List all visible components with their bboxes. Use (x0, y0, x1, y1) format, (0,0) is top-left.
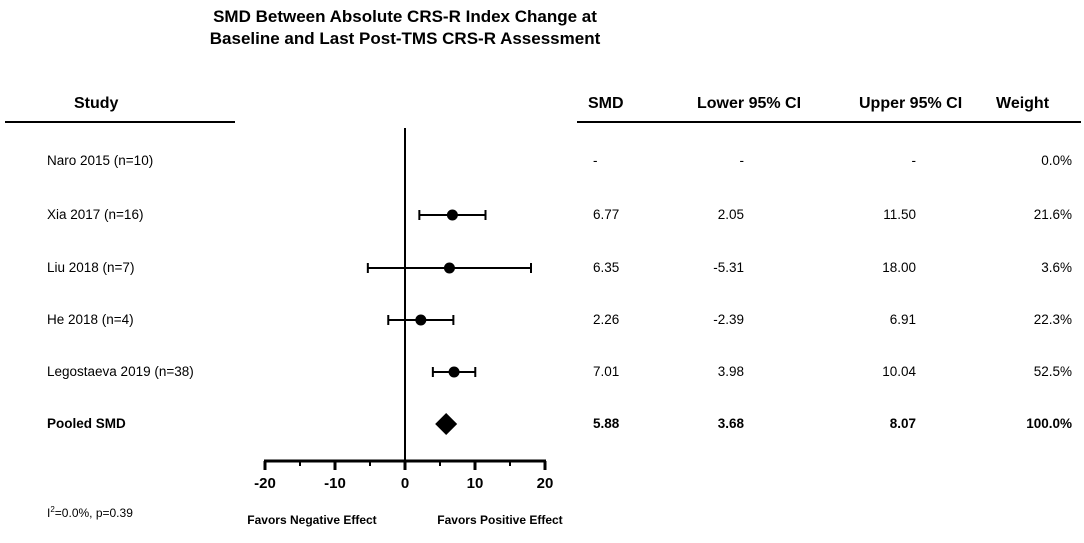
chart-title: SMD Between Absolute CRS-R Index Change … (150, 6, 660, 50)
point-estimate-1 (446, 209, 458, 221)
study-row-4-lower: 3.98 (717, 364, 744, 379)
x-tick-label-1: -10 (324, 475, 346, 492)
study-row-0-lower: - (739, 153, 745, 168)
study-row-0-smd: - (593, 153, 598, 168)
study-row-3-label: He 2018 (n=4) (47, 312, 134, 327)
study-row-2-weight: 3.6% (1041, 260, 1072, 275)
study-row-1-lower: 2.05 (717, 207, 744, 222)
study-row-2-upper: 18.00 (882, 260, 916, 275)
pooled-row-weight: 100.0% (1026, 416, 1072, 431)
study-row-0-weight: 0.0% (1041, 153, 1072, 168)
title-line-1: SMD Between Absolute CRS-R Index Change … (213, 7, 597, 26)
header-study: Study (74, 95, 119, 112)
het-superscript: 2 (50, 505, 55, 514)
study-row-0-label: Naro 2015 (n=10) (47, 153, 154, 168)
favors-positive-label: Favors Positive Effect (437, 513, 563, 527)
study-row-1-weight: 21.6% (1033, 207, 1072, 222)
study-row-4-weight: 52.5% (1033, 364, 1072, 379)
het-rest: =0.0%, p=0.39 (54, 506, 133, 520)
header-lower-ci: Lower 95% CI (697, 95, 802, 112)
study-row-2-label: Liu 2018 (n=7) (47, 260, 135, 275)
pooled-row-upper: 8.07 (889, 416, 916, 431)
study-row-4-upper: 10.04 (882, 364, 916, 379)
pooled-row-label: Pooled SMD (47, 416, 126, 431)
header-rule-left (5, 121, 235, 123)
study-row-3-upper: 6.91 (889, 312, 916, 327)
study-row-1-label: Xia 2017 (n=16) (47, 207, 144, 222)
favors-negative-label: Favors Negative Effect (247, 513, 377, 527)
point-estimate-2 (443, 262, 455, 274)
x-tick-label-2: 0 (401, 475, 409, 492)
title-line-2: Baseline and Last Post-TMS CRS-R Assessm… (209, 29, 601, 48)
header-weight: Weight (996, 95, 1050, 112)
header-rule-right (577, 121, 1081, 123)
study-row-1-smd: 6.77 (593, 207, 620, 222)
heterogeneity-stat: I2=0.0%, p=0.39 (47, 505, 133, 520)
header-smd: SMD (588, 95, 624, 112)
study-row-2-smd: 6.35 (593, 260, 620, 275)
point-estimate-4 (448, 366, 460, 378)
study-row-3-weight: 22.3% (1033, 312, 1072, 327)
header-upper-ci: Upper 95% CI (859, 95, 963, 112)
het-prefix: I (47, 506, 51, 520)
study-row-4-smd: 7.01 (593, 364, 620, 379)
study-row-3-smd: 2.26 (593, 312, 620, 327)
x-tick-label-4: 20 (537, 475, 554, 492)
pooled-diamond (435, 413, 458, 435)
study-row-0-upper: - (911, 153, 917, 168)
study-row-2-lower: -5.31 (713, 260, 744, 275)
pooled-row-lower: 3.68 (717, 416, 744, 431)
point-estimate-3 (415, 314, 427, 326)
study-row-3-lower: -2.39 (713, 312, 744, 327)
study-row-1-upper: 11.50 (883, 207, 916, 222)
x-tick-label-3: 10 (467, 475, 484, 492)
pooled-row-smd: 5.88 (593, 416, 620, 431)
study-row-4-label: Legostaeva 2019 (n=38) (47, 364, 194, 379)
x-tick-label-0: -20 (254, 475, 276, 492)
